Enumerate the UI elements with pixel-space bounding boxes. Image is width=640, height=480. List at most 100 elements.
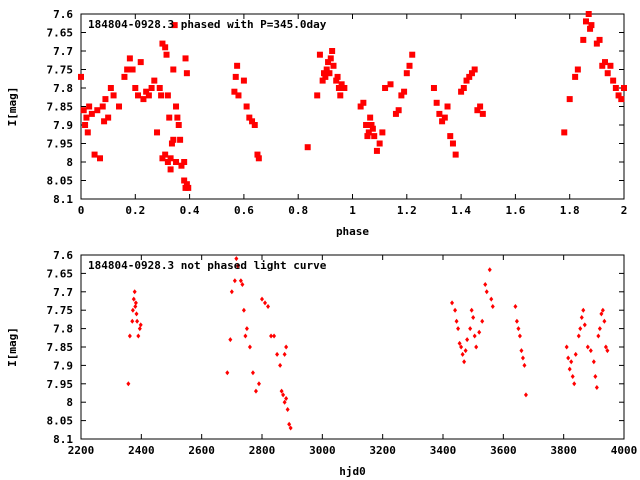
data-point (572, 73, 579, 80)
data-point (133, 300, 138, 306)
data-point (232, 278, 237, 284)
data-point (382, 85, 389, 91)
data-point (615, 92, 622, 99)
data-point (581, 307, 586, 313)
data-point (566, 355, 571, 361)
data-point (582, 18, 589, 25)
data-point (479, 110, 486, 117)
data-point (282, 399, 287, 405)
data-point (129, 66, 136, 73)
data-point (453, 307, 458, 313)
data-point (170, 136, 177, 143)
data-point (406, 62, 413, 69)
y-tick-label: 7.9 (53, 359, 73, 372)
data-point (463, 348, 468, 354)
data-point (516, 326, 521, 332)
data-point (588, 22, 595, 29)
data-point (181, 159, 188, 165)
data-point (182, 55, 189, 62)
data-point (110, 92, 117, 99)
data-point (255, 155, 262, 162)
x-tick-label: 1.8 (560, 204, 580, 217)
data-point (162, 151, 169, 158)
x-tick-label: 0.2 (125, 204, 145, 217)
data-point (316, 51, 323, 58)
data-point (574, 66, 581, 73)
data-point (225, 370, 230, 376)
x-tick-label: 4000 (611, 444, 638, 457)
data-point (580, 36, 587, 43)
data-point (610, 77, 617, 84)
data-point (569, 359, 574, 365)
data-point (99, 103, 106, 110)
data-point (454, 318, 459, 324)
data-point (263, 300, 268, 306)
data-point (450, 300, 455, 306)
data-point (457, 340, 462, 346)
data-point (228, 337, 233, 343)
data-point (164, 159, 171, 165)
data-point (287, 421, 292, 427)
data-point (596, 333, 601, 339)
data-point (480, 318, 485, 324)
data-point (337, 92, 344, 99)
data-point (462, 359, 467, 365)
y-tick-label: 7.6 (53, 8, 73, 21)
data-point (167, 166, 174, 173)
y-tick-label: 8.1 (53, 433, 73, 446)
data-point (240, 77, 247, 84)
data-point (460, 351, 465, 357)
data-point (235, 92, 242, 99)
data-point (490, 304, 495, 310)
data-point (513, 304, 518, 310)
data-point (477, 329, 482, 335)
data-point (585, 344, 590, 350)
data-point (585, 11, 592, 17)
data-point (395, 107, 402, 114)
data-point (83, 114, 90, 121)
data-point (469, 307, 474, 313)
data-point (578, 326, 583, 332)
y-tick-label: 7.75 (47, 304, 74, 317)
data-point (131, 296, 136, 302)
data-point (181, 177, 188, 184)
data-point (334, 73, 341, 80)
data-point (164, 92, 171, 99)
data-point (458, 88, 465, 95)
x-tick-label: 0.8 (288, 204, 308, 217)
data-point (471, 66, 478, 73)
data-point (254, 151, 261, 158)
data-point (484, 289, 489, 295)
data-point (269, 333, 274, 339)
y-tick-label: 8.05 (47, 415, 74, 428)
data-point (376, 140, 383, 147)
data-point (134, 311, 139, 317)
data-point (284, 344, 289, 350)
data-point (591, 359, 596, 365)
x-axis-label: phase (336, 225, 369, 238)
data-point (459, 344, 464, 350)
x-tick-label: 2600 (188, 444, 215, 457)
data-point (231, 88, 238, 95)
data-point (158, 92, 165, 99)
y-tick-label: 7.95 (47, 138, 74, 151)
data-point (234, 62, 241, 69)
data-point (175, 122, 182, 128)
phased-light-curve-panel: 0 0.2 0.4 0.6 0.8 1 1.2 1.4 1.6 1.8 2 7.6 7.65 7.7 7.7… (6, 8, 627, 238)
x-tick-label: 2200 (68, 444, 95, 457)
data-point (444, 103, 451, 110)
data-point (135, 92, 142, 99)
data-point (603, 344, 608, 350)
data-point (523, 392, 528, 398)
data-point (338, 81, 345, 88)
data-point (607, 62, 614, 69)
data-point (159, 155, 166, 162)
data-point (266, 304, 271, 310)
data-point (133, 304, 138, 310)
data-point (130, 318, 135, 324)
data-point (94, 107, 101, 114)
data-point (327, 55, 334, 62)
data-point (363, 122, 370, 128)
data-point (468, 70, 475, 77)
data-point (173, 159, 180, 165)
